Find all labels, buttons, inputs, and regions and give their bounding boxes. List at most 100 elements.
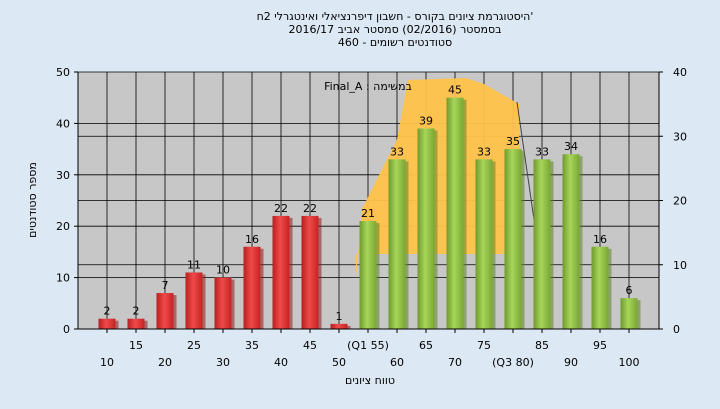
bar-25	[185, 272, 203, 329]
bar-shadow	[608, 248, 612, 329]
x-tick-label: (Q3 80)	[492, 356, 534, 369]
bar-shadow	[115, 320, 119, 329]
bar-45	[301, 215, 319, 329]
y-tick-label: 0	[63, 323, 70, 336]
bar-70	[446, 97, 464, 329]
bar-15	[127, 318, 145, 329]
bar-40	[272, 215, 290, 329]
x-tick-labels: 10 15 20 25 30 35 40 45 50(Q1 55)60 65 70 75(Q3 80)…	[100, 329, 640, 369]
x-tick-label: 70	[448, 356, 462, 369]
bar-shadow	[376, 223, 380, 329]
bar-65	[417, 128, 435, 329]
bar-value-label: 2	[104, 305, 111, 318]
y2-tick-label: 20	[673, 195, 687, 208]
bar-shadow	[289, 217, 293, 329]
chart-title-line-2: בסמסטר (02/2016) סמסטר אביב 2016/17	[288, 23, 501, 36]
bar-shadow	[550, 161, 554, 329]
y2-tick-label: 0	[673, 323, 680, 336]
bar-shadow	[173, 295, 177, 329]
bar-value-label: 22	[274, 202, 288, 215]
x-axis-title: טווח ציונים	[345, 374, 395, 387]
y-axis-title: מספר סטודנטים	[26, 162, 39, 238]
chart-title-block: 'היסטוגרמת ציונים בקורס - חשבון דיפרנציא…	[257, 10, 534, 49]
bar-90	[562, 154, 580, 329]
bar-shadow	[521, 151, 525, 329]
x-tick-label: 35	[245, 339, 259, 352]
bar-shadow	[463, 99, 467, 329]
x-tick-label: 90	[564, 356, 578, 369]
bar-shadow	[318, 217, 322, 329]
y-tick-label: 10	[56, 272, 70, 285]
y2-tick-labels: 0 10 20 30 40	[659, 66, 687, 336]
x-tick-label: 40	[274, 356, 288, 369]
x-tick-label: 45	[303, 339, 317, 352]
bar-value-label: 7	[162, 279, 169, 292]
x-tick-label: 85	[535, 339, 549, 352]
chart-title-line-3: סטודנטים רשומים - 460	[338, 36, 452, 49]
bar-value-label: 35	[506, 135, 520, 148]
bar-shadow	[637, 300, 641, 329]
x-tick-label: 20	[158, 356, 172, 369]
x-tick-label: 60	[390, 356, 404, 369]
y2-tick-label: 40	[673, 66, 687, 79]
x-tick-label: 100	[619, 356, 640, 369]
bar-value-label: 10	[216, 264, 230, 277]
bar-35	[243, 246, 261, 329]
y-tick-label: 50	[56, 66, 70, 79]
bar-30	[214, 277, 232, 329]
bar-95	[591, 246, 609, 329]
y2-tick-label: 30	[673, 130, 687, 143]
x-tick-label: (Q1 55)	[347, 339, 389, 352]
bar-value-label: 1	[336, 310, 343, 323]
bar-value-label: 34	[564, 140, 578, 153]
chart-title-line-1: 'היסטוגרמת ציונים בקורס - חשבון דיפרנציא…	[257, 10, 534, 23]
bar-value-label: 22	[303, 202, 317, 215]
bar-100	[620, 298, 638, 329]
x-tick-label: 15	[129, 339, 143, 352]
task-annotation: במשימה : Final_A	[324, 80, 412, 93]
bar-Q155	[359, 221, 377, 329]
y-tick-label: 20	[56, 220, 70, 233]
bar-value-label: 33	[390, 145, 404, 158]
bar-75	[475, 159, 493, 329]
bar-shadow	[231, 279, 235, 329]
y2-tick-label: 10	[673, 259, 687, 272]
bar-20	[156, 293, 174, 329]
bars-layer	[98, 97, 641, 329]
x-tick-label: 10	[100, 356, 114, 369]
bar-shadow	[434, 130, 438, 329]
x-tick-label: 50	[332, 356, 346, 369]
bar-value-label: 39	[419, 115, 433, 128]
bar-Q380	[504, 149, 522, 329]
bar-value-label: 21	[361, 207, 375, 220]
bar-10	[98, 318, 116, 329]
bar-shadow	[347, 325, 351, 329]
x-tick-label: 30	[216, 356, 230, 369]
bar-shadow	[405, 161, 409, 329]
bar-shadow	[260, 248, 264, 329]
bar-shadow	[202, 274, 206, 329]
bar-value-label: 33	[535, 145, 549, 158]
bar-shadow	[144, 320, 148, 329]
y-tick-label: 40	[56, 117, 70, 130]
bar-value-label: 16	[593, 233, 607, 246]
bar-value-label: 2	[133, 305, 140, 318]
bar-60	[388, 159, 406, 329]
bar-value-label: 45	[448, 84, 462, 97]
bar-85	[533, 159, 551, 329]
x-tick-label: 95	[593, 339, 607, 352]
bar-value-label: 33	[477, 145, 491, 158]
bar-shadow	[579, 156, 583, 329]
bar-value-label: 6	[626, 284, 633, 297]
bar-value-label: 16	[245, 233, 259, 246]
y-tick-labels: 0 10 20 30 40 50	[56, 66, 78, 336]
bar-50	[330, 323, 348, 329]
bar-value-label: 11	[187, 258, 201, 271]
x-tick-label: 75	[477, 339, 491, 352]
x-tick-label: 25	[187, 339, 201, 352]
y-tick-label: 30	[56, 169, 70, 182]
x-tick-label: 65	[419, 339, 433, 352]
